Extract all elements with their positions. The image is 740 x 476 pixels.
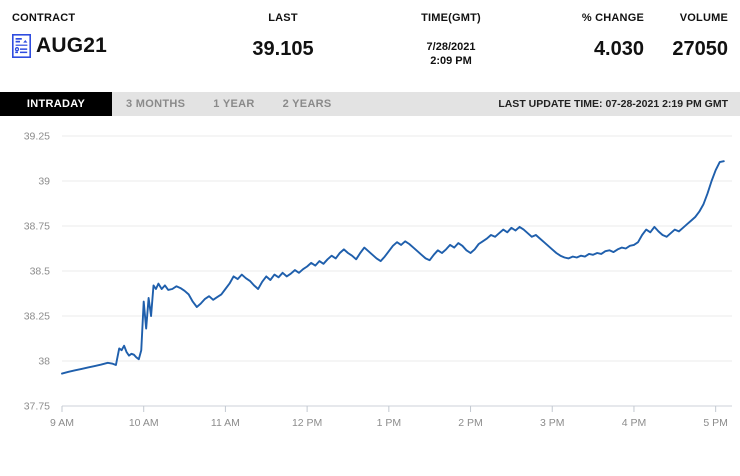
chart-gridlines <box>62 135 732 362</box>
volume-value: 27050 <box>672 38 728 60</box>
tab-2-years[interactable]: 2 YEARS <box>282 98 332 110</box>
summary-column-percent-change: % CHANGE 4.030 <box>570 0 644 61</box>
x-axis-tick-label: 12 PM <box>292 417 322 429</box>
percent-change-label: % CHANGE <box>581 12 644 24</box>
percent-change-value: 4.030 <box>593 38 644 60</box>
x-axis-tick-label: 11 AM <box>211 417 240 429</box>
time-clock: 2:09 PM <box>430 55 472 67</box>
intraday-price-chart: 39.25 39 38.75 38.5 38.25 38 37.75 9 AM 10 AM 11… <box>0 116 740 476</box>
contract-value: AUG21 <box>12 24 107 58</box>
price-series-line <box>61 160 725 375</box>
price-chart-svg: 39.25 39 38.75 38.5 38.25 38 37.75 9 AM 10 AM 11… <box>24 131 732 429</box>
tab-1-year[interactable]: 1 YEAR <box>213 98 255 110</box>
y-axis-tick-label: 38.75 <box>24 221 50 233</box>
volume-label: VOLUME <box>679 12 728 24</box>
chart-x-axis: 9 AM 10 AM 11 AM 12 PM 1 PM 2 PM 3 PM 4 PM 5 PM <box>50 405 732 429</box>
x-axis-tick-label: 1 PM <box>377 417 402 429</box>
x-axis-tick-label: 10 AM <box>129 417 159 429</box>
y-axis-tick-label: 38.5 <box>30 266 51 278</box>
last-label: LAST <box>268 12 298 24</box>
summary-column-volume: VOLUME 27050 <box>652 0 728 61</box>
y-axis-tick-label: 38 <box>38 356 50 368</box>
x-axis-tick-label: 4 PM <box>622 417 647 429</box>
chart-y-axis-labels: 39.25 39 38.75 38.5 38.25 38 37.75 <box>24 131 50 413</box>
x-axis-tick-label: 5 PM <box>703 417 728 429</box>
contract-name: AUG21 <box>36 34 108 57</box>
chart-series <box>61 160 725 375</box>
y-axis-tick-label: 38.25 <box>24 311 50 323</box>
y-axis-tick-label: 39.25 <box>24 131 50 143</box>
quote-summary-header: CONTRACT AUG21 <box>0 0 740 92</box>
time-value: 7/28/2021 2:09 PM <box>382 24 520 68</box>
last-update-time: LAST UPDATE TIME: 07-28-2021 2:19 PM GMT <box>498 98 728 110</box>
summary-column-last: LAST 39.105 <box>208 0 358 61</box>
summary-column-time: TIME(GMT) 7/28/2021 2:09 PM <box>382 0 520 68</box>
contract-label: CONTRACT <box>12 12 76 24</box>
x-axis-tick-label: 2 PM <box>458 417 483 429</box>
y-axis-tick-label: 37.75 <box>24 401 50 413</box>
document-chart-icon <box>12 34 31 58</box>
x-axis-tick-label: 3 PM <box>540 417 565 429</box>
time-date: 7/28/2021 <box>426 41 476 53</box>
last-value: 39.105 <box>252 38 314 60</box>
summary-column-contract: CONTRACT AUG21 <box>12 0 107 58</box>
time-label: TIME(GMT) <box>421 12 481 24</box>
y-axis-tick-label: 39 <box>38 176 50 188</box>
x-axis-tick-label: 9 AM <box>50 417 74 429</box>
tab-intraday[interactable]: INTRADAY <box>0 92 112 116</box>
tab-3-months[interactable]: 3 MONTHS <box>126 98 186 110</box>
timeframe-tabbar: INTRADAY 3 MONTHS 1 YEAR 2 YEARS LAST UP… <box>0 92 740 116</box>
